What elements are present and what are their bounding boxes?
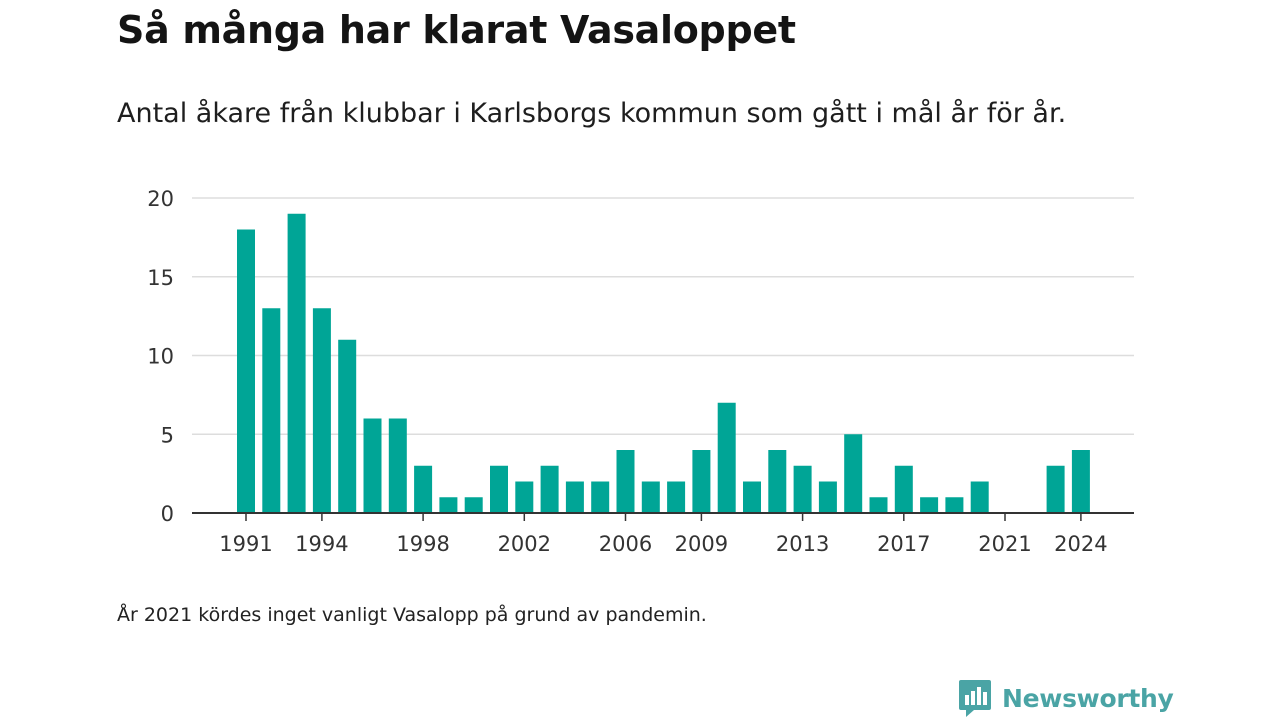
y-tick-label: 0 <box>161 502 174 526</box>
bar <box>591 481 610 513</box>
bar <box>490 465 508 513</box>
bar <box>338 339 357 513</box>
bar <box>388 418 407 513</box>
bar <box>970 481 989 513</box>
bar <box>641 481 660 513</box>
bar <box>743 481 761 513</box>
bar <box>793 465 812 513</box>
bar <box>717 402 736 513</box>
bars <box>237 213 1090 513</box>
bar <box>667 481 686 513</box>
bar <box>818 481 837 513</box>
bar <box>945 497 964 513</box>
x-tick-label: 2002 <box>498 532 551 556</box>
bar <box>1046 465 1065 513</box>
bar-chart: 0 5 10 15 20 1991 1994 1998 2002 2006 2009 2013 2017… <box>147 187 1134 556</box>
bar <box>869 497 888 513</box>
x-tick-label: 1991 <box>219 532 272 556</box>
bar <box>262 308 281 513</box>
x-tick-label: 2006 <box>599 532 652 556</box>
bar <box>920 497 939 513</box>
bar <box>312 308 331 513</box>
chart-subtitle: Antal åkare från klubbar i Karlsborgs ko… <box>117 98 1067 129</box>
brand-name: Newsworthy <box>1002 683 1174 713</box>
bar <box>287 213 306 513</box>
bar <box>540 465 559 513</box>
newsworthy-logo[interactable]: Newsworthy <box>958 678 1174 718</box>
bar <box>464 497 483 513</box>
bar <box>515 481 534 513</box>
y-tick-label: 15 <box>147 266 174 290</box>
bar <box>565 481 584 513</box>
bar <box>439 497 458 513</box>
x-tick-label: 2017 <box>877 532 930 556</box>
x-tick-label: 1998 <box>396 532 449 556</box>
x-tick-label: 1994 <box>295 532 348 556</box>
x-tick-label: 2013 <box>776 532 829 556</box>
y-tick-label: 5 <box>161 423 174 447</box>
footnote: År 2021 kördes inget vanligt Vasalopp på… <box>117 604 707 626</box>
bar <box>844 434 863 513</box>
bar <box>894 465 913 513</box>
y-tick-label: 20 <box>147 187 174 211</box>
bar <box>237 229 255 513</box>
newsworthy-logo-icon <box>959 680 991 717</box>
x-tick-label: 2024 <box>1054 532 1107 556</box>
chart-title: Så många har klarat Vasaloppet <box>117 8 796 52</box>
axes: 0 5 10 15 20 1991 1994 1998 2002 2006 2009 2013 2017… <box>147 187 1134 556</box>
bar <box>616 450 635 513</box>
gridlines <box>192 197 1134 435</box>
x-tick-label: 2021 <box>978 532 1031 556</box>
y-tick-label: 10 <box>147 345 174 369</box>
x-tick-label: 2009 <box>675 532 728 556</box>
bar <box>768 450 787 513</box>
bar <box>1071 450 1090 513</box>
bar <box>414 465 433 513</box>
bar <box>692 450 711 513</box>
bar <box>363 418 382 513</box>
